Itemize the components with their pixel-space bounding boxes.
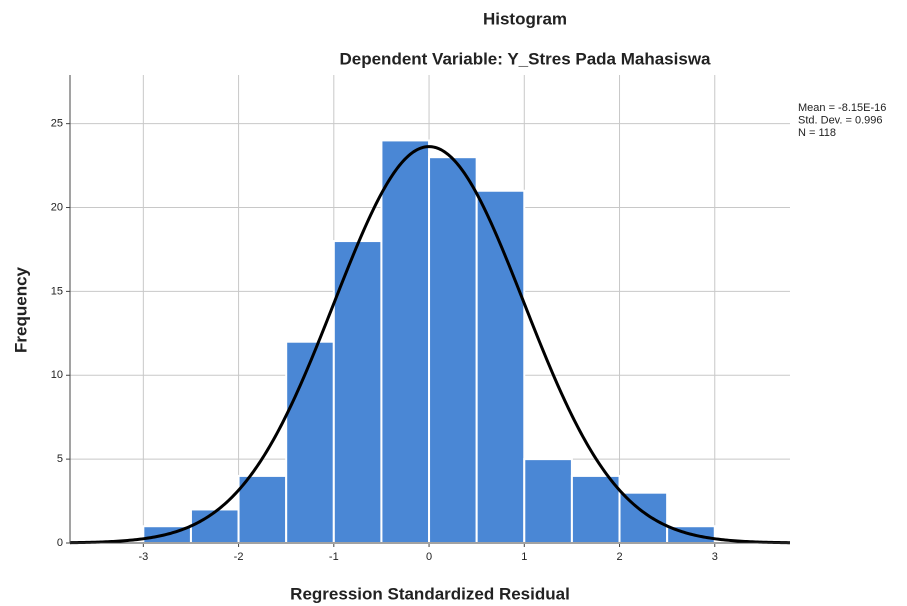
x-tick-label: -3 — [138, 551, 148, 563]
bar — [381, 140, 429, 543]
y-axis-label: Frequency — [11, 266, 30, 353]
bar — [620, 493, 668, 543]
bar — [572, 476, 620, 543]
x-tick-label: -2 — [234, 551, 244, 563]
x-tick-label: 2 — [616, 551, 622, 563]
stat-label: Std. Dev. = 0.996 — [798, 114, 883, 126]
chart: Histogram Dependent Variable: Y_Stres Pa… — [0, 0, 907, 606]
x-axis-label: Regression Standardized Residual — [290, 584, 570, 603]
bar — [191, 509, 239, 543]
x-tick-label: -1 — [329, 551, 339, 563]
y-tick-label: 20 — [51, 201, 63, 213]
bar — [429, 157, 477, 543]
x-tick-label: 0 — [426, 551, 432, 563]
bar — [286, 342, 334, 543]
y-tick-label: 5 — [57, 453, 63, 465]
bar — [239, 476, 287, 543]
y-tick-label: 10 — [51, 369, 63, 381]
chart-title: Histogram — [483, 9, 567, 28]
y-tick-label: 25 — [51, 118, 63, 130]
x-tick-label: 1 — [521, 551, 527, 563]
bar — [524, 459, 572, 543]
x-tick-label: 3 — [712, 551, 718, 563]
stat-label: N = 118 — [798, 127, 836, 139]
y-tick-label: 15 — [51, 285, 63, 297]
chart-subtitle: Dependent Variable: Y_Stres Pada Mahasis… — [339, 49, 711, 68]
y-tick-label: 0 — [57, 537, 63, 549]
stat-label: Mean = -8.15E-16 — [798, 102, 886, 114]
